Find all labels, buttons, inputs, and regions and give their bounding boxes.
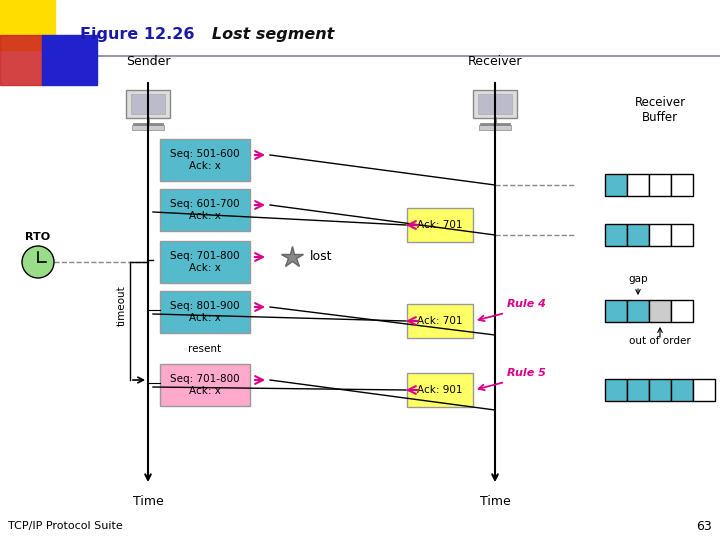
FancyBboxPatch shape (131, 94, 165, 114)
Bar (605, 379, 627, 401)
FancyBboxPatch shape (160, 241, 250, 283)
Text: Lost segment: Lost segment (195, 28, 334, 43)
Bar (605, 300, 627, 322)
Text: Receiver: Receiver (468, 55, 522, 68)
Text: Seq: 701-800
Ack: x: Seq: 701-800 Ack: x (170, 251, 240, 273)
Text: Rule 5: Rule 5 (507, 368, 546, 378)
Text: TCP/IP Protocol Suite: TCP/IP Protocol Suite (8, 521, 122, 531)
Bar (0, 0, 55, 50)
FancyBboxPatch shape (160, 189, 250, 231)
Bar (627, 224, 649, 246)
Bar (0, 35, 42, 85)
Text: Time: Time (132, 495, 163, 508)
Bar (671, 224, 693, 246)
Text: Figure 12.26: Figure 12.26 (80, 26, 194, 42)
Bar (649, 174, 671, 196)
Text: gap: gap (628, 274, 648, 284)
Text: Seq: 601-700
Ack: x: Seq: 601-700 Ack: x (170, 199, 240, 221)
Text: out of order: out of order (629, 336, 691, 346)
Text: Seq: 501-600
Ack: x: Seq: 501-600 Ack: x (170, 149, 240, 171)
Bar (42, 35, 97, 85)
Text: Seq: 801-900
Ack: x: Seq: 801-900 Ack: x (170, 301, 240, 323)
Bar (671, 174, 693, 196)
FancyBboxPatch shape (408, 304, 472, 338)
FancyBboxPatch shape (126, 90, 170, 118)
Text: Receiver
Buffer: Receiver Buffer (634, 96, 685, 124)
FancyBboxPatch shape (478, 94, 512, 114)
FancyBboxPatch shape (473, 90, 517, 118)
Bar (627, 174, 649, 196)
Circle shape (22, 246, 54, 278)
Text: Ack: 901: Ack: 901 (418, 385, 463, 395)
Bar (649, 379, 671, 401)
Text: resent: resent (189, 344, 222, 354)
Text: 63: 63 (696, 519, 712, 532)
Bar (605, 224, 627, 246)
FancyBboxPatch shape (479, 125, 511, 130)
Bar (649, 300, 671, 322)
Text: RTO: RTO (25, 232, 50, 242)
Text: Seq: 701-800
Ack: x: Seq: 701-800 Ack: x (170, 374, 240, 396)
Bar (627, 379, 649, 401)
Bar (671, 379, 693, 401)
Text: Sender: Sender (126, 55, 170, 68)
Text: Rule 4: Rule 4 (507, 299, 546, 309)
FancyBboxPatch shape (160, 139, 250, 181)
Text: Time: Time (480, 495, 510, 508)
FancyBboxPatch shape (408, 373, 472, 407)
Text: Ack: 701: Ack: 701 (418, 220, 463, 230)
FancyBboxPatch shape (408, 208, 472, 242)
Bar (671, 300, 693, 322)
Text: timeout: timeout (117, 285, 127, 326)
Text: Ack: 701: Ack: 701 (418, 316, 463, 326)
Bar (605, 174, 627, 196)
Text: lost: lost (310, 251, 333, 264)
Bar (649, 224, 671, 246)
Bar (693, 379, 715, 401)
FancyBboxPatch shape (132, 125, 164, 130)
FancyBboxPatch shape (160, 291, 250, 333)
Bar (627, 300, 649, 322)
FancyBboxPatch shape (160, 364, 250, 406)
